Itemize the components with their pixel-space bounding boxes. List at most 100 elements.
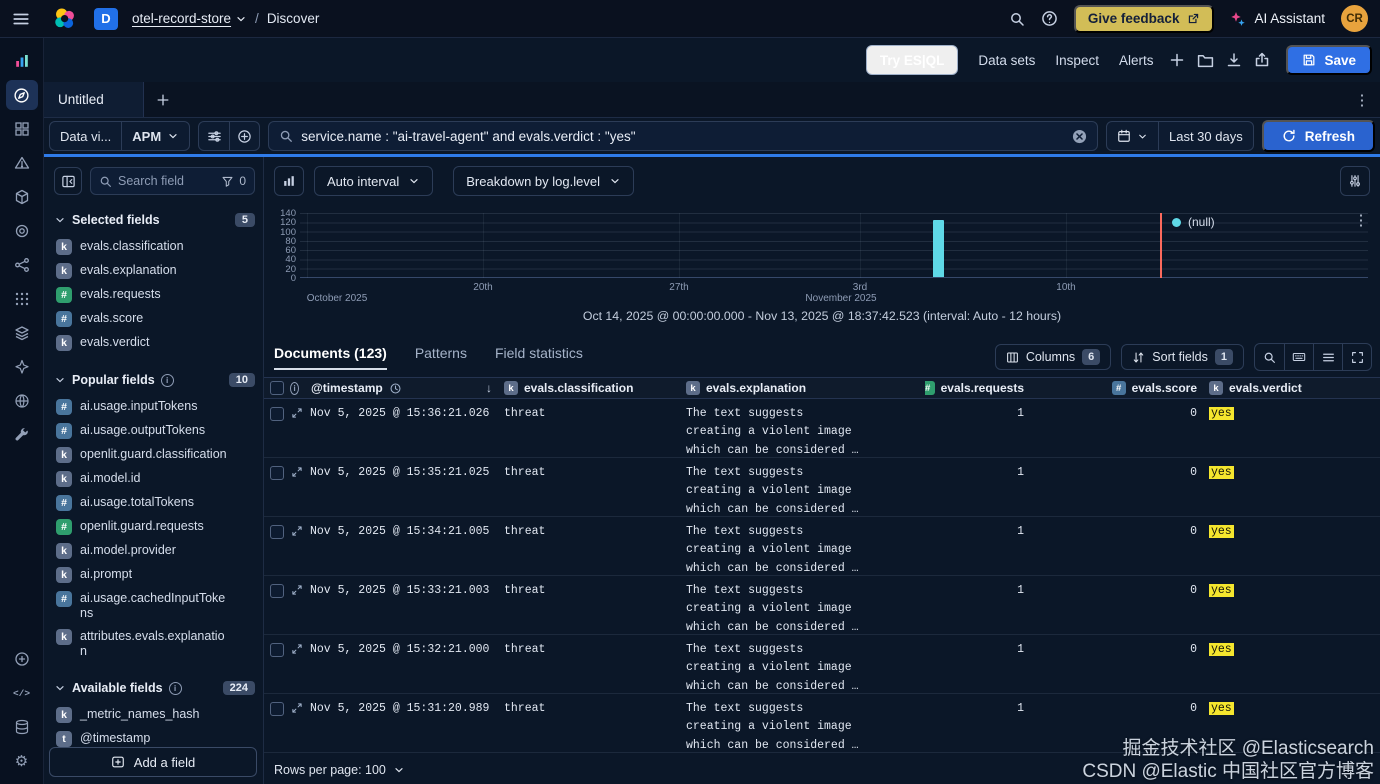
field-item[interactable]: # ai.usage.cachedInputTokens [54, 587, 255, 625]
cell-requests[interactable]: 1 [1017, 525, 1024, 538]
column-header[interactable]: # evals.score [1030, 381, 1203, 395]
nav-apm-icon[interactable] [6, 216, 38, 246]
tab-untitled[interactable]: Untitled [44, 82, 144, 117]
histogram-chart[interactable]: 140 120 100 80 60 40 20 0 20th 27th 3rd 10th Octobe… [264, 205, 1380, 310]
cell-timestamp[interactable]: Nov 5, 2025 @ 15:32:21.000 [310, 643, 490, 656]
columns-button[interactable]: Columns 6 [994, 344, 1112, 370]
cell-score[interactable]: 0 [1190, 407, 1197, 420]
field-item[interactable]: k evals.classification [54, 235, 255, 259]
field-section-header[interactable]: Selected fields 5 [54, 211, 255, 229]
chart-menu-icon[interactable]: ⋮ [1353, 212, 1369, 229]
cell-classification[interactable]: threat [504, 407, 546, 420]
data-view-selector[interactable]: APM [121, 122, 189, 150]
expand-row-icon[interactable] [291, 466, 303, 478]
inspect-link[interactable]: Inspect [1055, 52, 1099, 68]
add-filter-icon[interactable] [229, 122, 259, 150]
nav-analytics-icon[interactable] [6, 46, 38, 76]
breadcrumb-page[interactable]: Discover [266, 11, 320, 26]
tab-options-icon[interactable]: ⋮ [1354, 91, 1370, 109]
give-feedback-button[interactable]: Give feedback [1073, 4, 1215, 33]
cell-explanation[interactable]: The text suggests creating a violent ima… [680, 517, 925, 575]
cell-score[interactable]: 0 [1190, 584, 1197, 597]
chart-type-icon[interactable] [274, 166, 304, 196]
histogram-bar[interactable] [933, 219, 944, 277]
cell-explanation[interactable]: The text suggests creating a violent ima… [680, 458, 925, 516]
field-section-header[interactable]: Popular fields i 10 [54, 371, 255, 389]
nav-integrations-icon[interactable] [6, 182, 38, 212]
table-row[interactable]: Nov 5, 2025 @ 15:35:21.025 threat The text… [264, 458, 1380, 517]
user-avatar[interactable]: CR [1341, 5, 1368, 32]
cell-score[interactable]: 0 [1190, 525, 1197, 538]
grid-search-icon[interactable] [1255, 344, 1284, 370]
nav-ml-sparkle-icon[interactable] [6, 352, 38, 382]
row-checkbox[interactable] [270, 584, 284, 598]
column-header[interactable]: k evals.explanation [680, 381, 925, 395]
cell-verdict[interactable]: yes [1203, 576, 1380, 634]
cell-verdict[interactable]: yes [1203, 517, 1380, 575]
field-item[interactable]: k openlit.guard.classification [54, 443, 255, 467]
cell-classification[interactable]: threat [504, 643, 546, 656]
nav-alerts-icon[interactable] [6, 148, 38, 178]
field-item[interactable]: k evals.verdict [54, 331, 255, 355]
field-item[interactable]: # ai.usage.inputTokens [54, 395, 255, 419]
table-row[interactable]: Nov 5, 2025 @ 15:31:20.989 threat The text… [264, 694, 1380, 753]
field-item[interactable]: k attributes.evals.explanation [54, 625, 255, 663]
cell-requests[interactable]: 1 [1017, 643, 1024, 656]
column-header[interactable]: k evals.verdict [1203, 381, 1380, 395]
nav-stack-icon[interactable] [6, 318, 38, 348]
add-field-button[interactable]: Add a field [49, 747, 257, 777]
filter-sliders-icon[interactable] [199, 122, 229, 150]
keyboard-shortcuts-icon[interactable] [1284, 344, 1313, 370]
column-header[interactable]: # evals.requests [925, 381, 1030, 395]
table-row[interactable]: Nov 5, 2025 @ 15:34:21.005 threat The text… [264, 517, 1380, 576]
field-item[interactable]: # ai.usage.totalTokens [54, 491, 255, 515]
share-export-icon[interactable] [1254, 52, 1270, 68]
cell-timestamp[interactable]: Nov 5, 2025 @ 15:35:21.025 [310, 466, 490, 479]
cell-classification[interactable]: threat [504, 702, 546, 715]
cell-requests[interactable]: 1 [1017, 407, 1024, 420]
breadcrumb-project-link[interactable]: otel-record-store [132, 11, 247, 26]
field-section-header[interactable]: Available fields i 224 [54, 679, 255, 697]
column-header[interactable]: @timestamp ↓ [305, 381, 498, 395]
open-folder-icon[interactable] [1197, 52, 1214, 69]
field-item[interactable]: # evals.score [54, 307, 255, 331]
help-icon[interactable] [1041, 10, 1058, 27]
breakdown-dropdown[interactable]: Breakdown by log.level [453, 166, 634, 196]
nav-dev-tools-icon[interactable] [6, 420, 38, 450]
cell-classification[interactable]: threat [504, 525, 546, 538]
deployment-badge[interactable]: D [94, 7, 118, 30]
nav-apps-grid-icon[interactable] [6, 284, 38, 314]
cell-timestamp[interactable]: Nov 5, 2025 @ 15:34:21.005 [310, 525, 490, 538]
field-item[interactable]: k evals.explanation [54, 259, 255, 283]
cell-verdict[interactable]: yes [1203, 399, 1380, 457]
table-row[interactable]: Nov 5, 2025 @ 15:36:21.026 threat The text… [264, 399, 1380, 458]
collapse-sidebar-icon[interactable] [54, 167, 82, 195]
rows-per-page-button[interactable]: Rows per page: 100 [274, 763, 405, 777]
cell-requests[interactable]: 1 [1017, 584, 1024, 597]
row-checkbox[interactable] [270, 466, 284, 480]
cell-score[interactable]: 0 [1190, 702, 1197, 715]
row-checkbox[interactable] [270, 525, 284, 539]
data-view-button[interactable]: Data vi... [60, 128, 112, 144]
field-item[interactable]: t @timestamp [54, 727, 255, 751]
expand-row-icon[interactable] [291, 643, 303, 655]
nav-settings-gear-icon[interactable]: ⚙ [14, 753, 29, 770]
chart-legend[interactable]: (null) [1172, 215, 1215, 229]
alerts-link[interactable]: Alerts [1118, 52, 1154, 68]
time-range-button[interactable]: Last 30 days [1158, 122, 1253, 150]
add-tab-button[interactable] [144, 82, 182, 117]
field-item[interactable]: # ai.usage.outputTokens [54, 419, 255, 443]
cell-explanation[interactable]: The text suggests creating a violent ima… [680, 635, 925, 693]
nav-dashboards-icon[interactable] [6, 114, 38, 144]
cell-requests[interactable]: 1 [1017, 466, 1024, 479]
cell-explanation[interactable]: The text suggests creating a violent ima… [680, 576, 925, 634]
nav-globe-icon[interactable] [6, 386, 38, 416]
try-esql-button[interactable]: Try ES|QL [865, 45, 959, 75]
column-header[interactable]: k evals.classification [498, 381, 680, 395]
nav-service-map-icon[interactable] [6, 250, 38, 280]
data-sets-link[interactable]: Data sets [978, 52, 1036, 68]
field-item[interactable]: k ai.model.provider [54, 539, 255, 563]
expand-row-icon[interactable] [291, 525, 303, 537]
row-checkbox[interactable] [270, 702, 284, 716]
cell-verdict[interactable]: yes [1203, 458, 1380, 516]
